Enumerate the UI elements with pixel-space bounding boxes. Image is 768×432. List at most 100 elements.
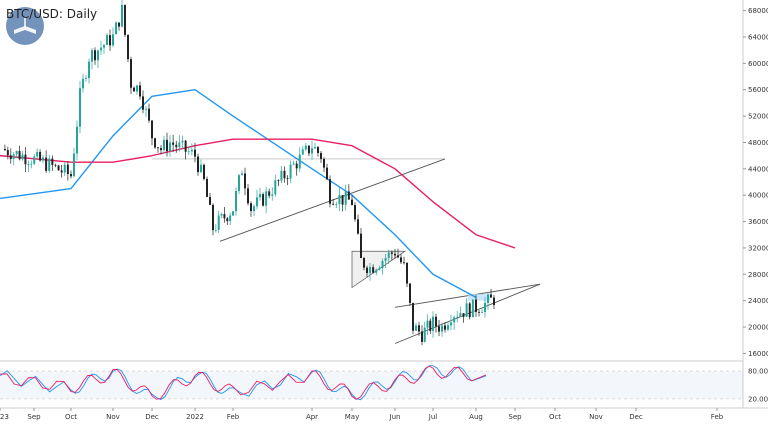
candle-body [124, 4, 126, 35]
candle-body [277, 180, 280, 182]
candle-body [357, 219, 359, 234]
candle-body [88, 61, 90, 79]
candle-body [475, 299, 477, 312]
candle-body [447, 325, 449, 330]
candle-body [298, 154, 301, 169]
candle-body [160, 148, 162, 151]
candle-body [51, 158, 54, 165]
y-tick-label: 36000.0 [748, 218, 768, 226]
candle-body [406, 262, 408, 284]
x-tick-label: 2023 [0, 413, 9, 421]
candle-body [283, 170, 286, 179]
candle-body [79, 88, 81, 127]
candle-body [265, 191, 268, 206]
candle-body [175, 144, 178, 148]
candle-body [70, 174, 72, 177]
candle-body [375, 269, 378, 273]
x-tick-label: Apr [306, 413, 318, 421]
candle-body [412, 302, 414, 331]
trendline [394, 283, 541, 308]
candle-body [82, 78, 84, 89]
candle-body [320, 152, 322, 159]
candle-body [36, 152, 39, 157]
candle-body [220, 214, 223, 216]
candle-body [163, 139, 165, 151]
candle-body [289, 164, 292, 179]
candle-body [481, 312, 483, 313]
y-tick-label: 64000.0 [748, 33, 768, 41]
candle-body [169, 142, 171, 152]
y-tick-label: 20000.0 [748, 324, 768, 332]
candle-body [301, 149, 304, 155]
candle-body [190, 149, 193, 152]
candle-body [421, 331, 423, 342]
candle-body [397, 255, 399, 258]
candle-body [112, 34, 114, 46]
candle-body [157, 147, 159, 149]
candle-body [438, 326, 440, 332]
candle-body [203, 164, 205, 179]
candle-body [450, 322, 452, 326]
candle-body [100, 47, 102, 51]
candle-body [178, 142, 181, 148]
x-tick-label: Jun [389, 413, 401, 421]
x-tick-label: Aug [469, 413, 483, 421]
candle-body [344, 191, 347, 205]
rsi-line-k [0, 365, 487, 401]
x-tick-label: Nov [589, 413, 603, 421]
candle-body [390, 252, 393, 254]
candle-body [214, 229, 217, 231]
candle-body [363, 257, 365, 268]
candle-body [426, 320, 429, 328]
candle-body [145, 108, 147, 110]
candle-body [109, 35, 111, 46]
candle-body [317, 147, 319, 153]
candle-body [54, 164, 57, 166]
candle-body [256, 197, 258, 207]
candle-body [200, 164, 202, 173]
y-tick-label: 60000.0 [748, 60, 768, 68]
candle-body [232, 211, 234, 216]
candle-body [194, 149, 196, 157]
x-tick-label: Feb [227, 413, 240, 421]
candle-body [435, 316, 437, 327]
candle-body [73, 153, 75, 177]
candle-body [372, 267, 375, 273]
candle-body [323, 158, 325, 168]
candle-body [369, 267, 371, 274]
candle-body [27, 164, 30, 165]
candle-body [387, 252, 390, 259]
axes: 68000.0 64000.0 60000.0 56000.0 52000.0 48000… [0, 0, 768, 421]
candle-body [441, 325, 443, 332]
moving-average-long [0, 138, 516, 249]
candle-body [468, 303, 471, 318]
rsi-pane: 80.00 20.00 [0, 365, 768, 403]
candle-body [136, 85, 138, 92]
candle-body [253, 206, 255, 212]
candle-body [429, 320, 432, 331]
candle-body [118, 22, 120, 27]
candle-body [39, 152, 42, 161]
y-tick-label: 40000.0 [748, 192, 768, 200]
x-tick-label: Dec [145, 413, 159, 421]
candle-body [209, 196, 211, 205]
candle-body [229, 215, 232, 222]
candle-body [295, 163, 298, 169]
candle-body [394, 253, 396, 256]
candle-body [381, 260, 384, 269]
rsi-line-d [0, 365, 487, 400]
candle-body [432, 316, 434, 331]
candle-body [465, 303, 468, 317]
candle-body [18, 151, 21, 160]
candle-body [418, 325, 420, 332]
candle-body [121, 4, 123, 27]
candle-body [127, 34, 129, 60]
candle-body [347, 191, 350, 200]
y-tick-label: 48000.0 [748, 139, 768, 147]
candle-body [459, 313, 462, 317]
candle-body [307, 145, 310, 154]
candle-body [415, 325, 417, 331]
candle-body [286, 178, 289, 180]
price-pane [0, 0, 541, 346]
candle-body [57, 165, 60, 171]
